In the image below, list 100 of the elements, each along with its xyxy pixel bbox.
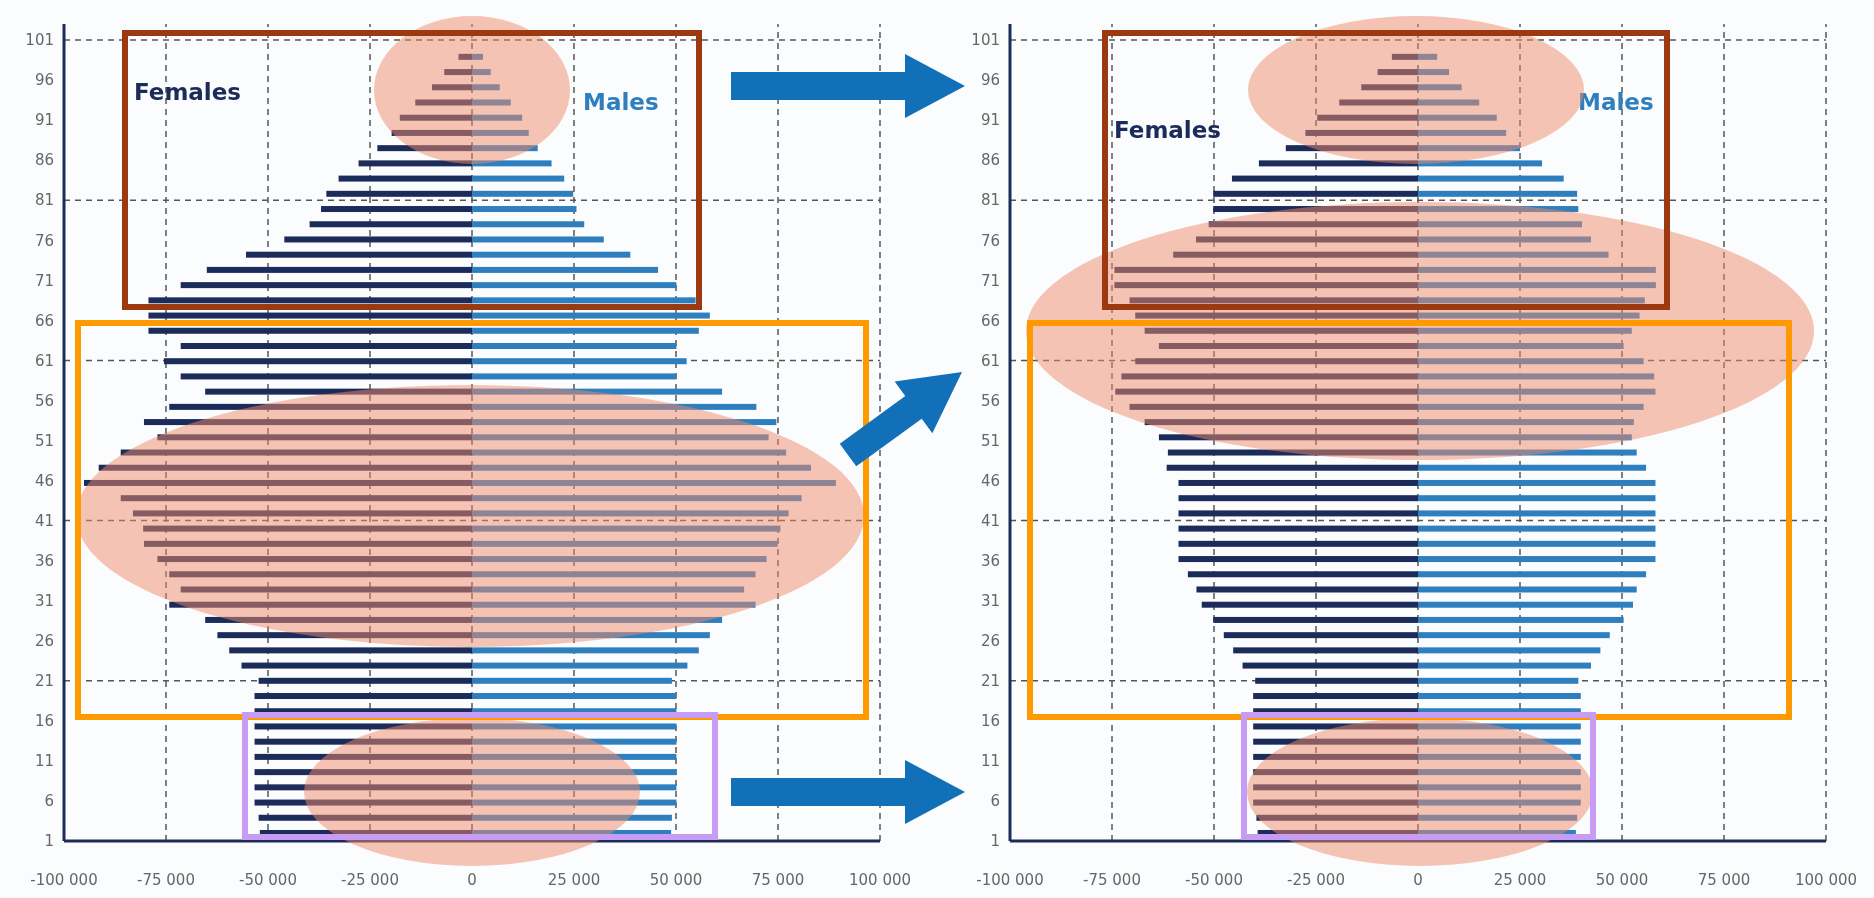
y-tick-label: 86 <box>980 151 1000 170</box>
bar <box>472 586 745 593</box>
bar <box>472 434 769 441</box>
y-tick-label: 46 <box>980 471 1000 490</box>
bar <box>1418 434 1632 441</box>
bar <box>1418 571 1647 578</box>
bar <box>472 99 511 106</box>
bar <box>1418 799 1581 806</box>
bar <box>1418 373 1655 380</box>
bar <box>472 723 677 730</box>
bar <box>1418 342 1624 349</box>
bar <box>1173 251 1418 258</box>
y-tick-label: 66 <box>34 311 54 330</box>
bar <box>1418 814 1578 821</box>
bar <box>472 84 500 91</box>
x-tick-label: 0 <box>467 871 477 889</box>
x-tick-label: -75 000 <box>1083 871 1141 889</box>
bar <box>148 327 472 334</box>
y-tick-label: 76 <box>34 231 54 250</box>
y-tick-label: 91 <box>980 111 1000 130</box>
x-tick-label: -25 000 <box>341 871 399 889</box>
bar <box>432 84 472 91</box>
bar <box>1196 236 1418 243</box>
bar <box>258 677 472 684</box>
bar <box>1253 784 1418 791</box>
y-tick-label: 101 <box>25 31 54 50</box>
bar <box>358 160 472 167</box>
bar <box>1418 99 1480 106</box>
y-tick-label: 46 <box>34 471 54 490</box>
bar <box>472 495 802 502</box>
bar <box>1129 403 1418 410</box>
bar <box>83 479 472 486</box>
bar <box>1135 358 1418 365</box>
bar <box>472 145 538 152</box>
bar <box>1256 814 1418 821</box>
bar <box>169 403 472 410</box>
bar <box>472 388 723 395</box>
bar <box>148 312 472 319</box>
y-tick-label: 96 <box>34 71 54 90</box>
y-tick-label: 56 <box>34 391 54 410</box>
bar <box>254 769 472 776</box>
x-tick-label: -100 000 <box>976 871 1044 889</box>
bar <box>217 632 472 639</box>
bar <box>1144 327 1418 334</box>
bar <box>169 601 472 608</box>
bar <box>1418 769 1581 776</box>
bar <box>472 753 677 760</box>
bar <box>472 403 757 410</box>
bar <box>472 769 677 776</box>
text: Males <box>1578 89 1654 115</box>
bar <box>1418 419 1634 426</box>
y-tick-label: 36 <box>34 551 54 570</box>
y-tick-label: 6 <box>44 792 54 811</box>
bar <box>1418 586 1637 593</box>
bar <box>1377 69 1418 76</box>
text: Males <box>583 89 659 115</box>
y-tick-label: 6 <box>990 792 1000 811</box>
bar <box>472 342 677 349</box>
y-tick-label: 91 <box>34 111 54 130</box>
bar <box>472 799 677 806</box>
x-tick-label: 100 000 <box>1794 871 1858 889</box>
bar <box>1178 495 1418 502</box>
y-tick-label: 11 <box>34 752 54 771</box>
bar <box>472 525 781 532</box>
y-tick-label: 71 <box>34 271 54 290</box>
x-tick-label: -75 000 <box>137 871 195 889</box>
y-tick-label: 1 <box>44 832 54 851</box>
bar <box>1187 571 1418 578</box>
bar <box>1115 388 1418 395</box>
bar <box>472 236 604 243</box>
bar <box>163 358 472 365</box>
y-tick-label: 11 <box>980 752 1000 771</box>
bar <box>180 342 472 349</box>
bar <box>180 373 472 380</box>
bar <box>1196 586 1418 593</box>
bar <box>472 327 699 334</box>
bar <box>148 297 472 304</box>
bar <box>472 160 552 167</box>
bar <box>1305 129 1418 136</box>
bar <box>472 738 677 745</box>
x-tick-label: 50 000 <box>649 871 703 889</box>
bar <box>1253 753 1418 760</box>
bar <box>1317 114 1418 121</box>
bar <box>254 799 472 806</box>
bar <box>1255 677 1418 684</box>
bar <box>472 282 677 289</box>
y-tick-label: 76 <box>980 231 1000 250</box>
y-tick-label: 21 <box>34 672 54 691</box>
x-tick-label: 75 000 <box>751 871 805 889</box>
bar <box>1418 236 1591 243</box>
bar <box>1361 84 1418 91</box>
bar <box>1129 297 1418 304</box>
y-tick-label: 21 <box>980 672 1000 691</box>
bar <box>1223 632 1418 639</box>
bar <box>1121 373 1418 380</box>
bar <box>1418 616 1624 623</box>
bar <box>1418 297 1645 304</box>
bar <box>1391 53 1418 60</box>
bar <box>1418 464 1647 471</box>
bar <box>206 266 472 273</box>
